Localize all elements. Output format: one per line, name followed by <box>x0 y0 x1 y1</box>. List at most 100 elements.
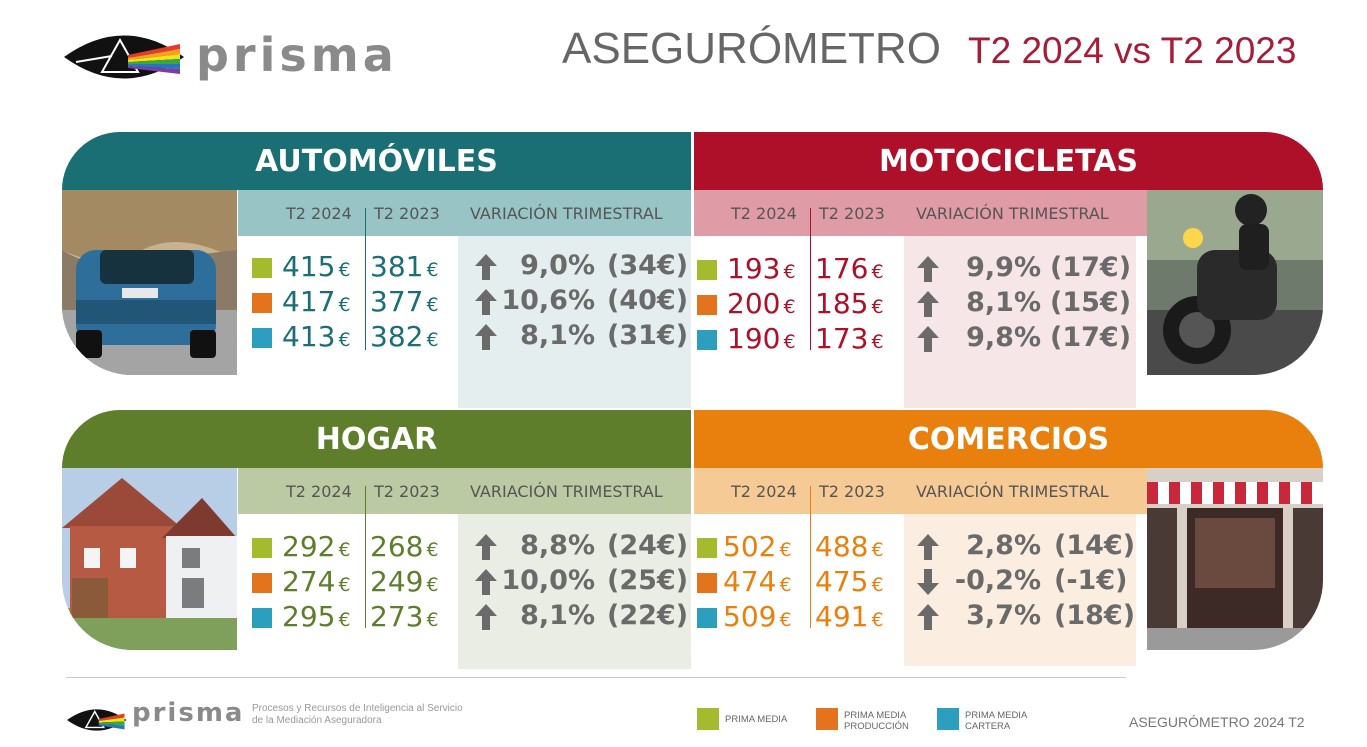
panel-title: HOGAR <box>315 421 438 457</box>
previous-value: 475 € <box>815 565 884 598</box>
variation-percent: 8,1% <box>520 600 595 631</box>
arrow-up-icon <box>917 291 939 317</box>
variation-amount: (17€) <box>1050 252 1132 283</box>
table-row: 502 € 488 € 2,8% (14€) <box>697 530 1137 564</box>
prisma-logo: prisma <box>62 22 407 92</box>
legend-square-prima-media <box>697 538 717 558</box>
arrow-up-icon <box>475 604 497 630</box>
col-variation-label: VARIACIÓN TRIMESTRAL <box>470 482 663 501</box>
current-value: 200 € <box>727 287 796 320</box>
variation-percent: 8,1% <box>966 287 1041 318</box>
variation-amount: (14€) <box>1054 530 1136 561</box>
variation-amount: (31€) <box>607 320 689 351</box>
col-previous-label: T2 2023 <box>819 204 885 223</box>
variation-amount: (22€) <box>607 600 689 631</box>
variation-amount: (24€) <box>607 530 689 561</box>
page-subtitle: T2 2024 vs T2 2023 <box>968 30 1297 71</box>
column-divider <box>365 486 366 628</box>
legend-square-prima-produccion <box>252 573 272 593</box>
col-variation-label: VARIACIÓN TRIMESTRAL <box>470 204 663 223</box>
footer-tagline: Procesos y Recursos de Inteligencia al S… <box>252 703 463 726</box>
legend-square-prima-produccion <box>697 295 717 315</box>
variation-box <box>458 236 691 408</box>
variation-amount: (34€) <box>607 250 689 281</box>
legend-square-prima-media <box>252 258 272 278</box>
variation-amount: (17€) <box>1050 322 1132 353</box>
previous-value: 377 € <box>370 285 439 318</box>
legend-square-prima-cartera <box>697 608 717 628</box>
column-header-bar: T2 2024 T2 2023 VARIACIÓN TRIMESTRAL <box>238 468 691 514</box>
car-photo <box>62 190 237 375</box>
previous-value: 382 € <box>370 320 439 353</box>
panel-header-hogar: HOGAR <box>62 410 691 468</box>
arrow-up-icon <box>475 569 497 595</box>
col-previous-label: T2 2023 <box>374 204 440 223</box>
arrow-up-icon <box>475 289 497 315</box>
previous-value: 273 € <box>370 600 439 633</box>
variation-box <box>904 236 1136 408</box>
table-row: 413 € 382 € 8,1% (31€) <box>252 320 692 354</box>
previous-value: 491 € <box>815 600 884 633</box>
current-value: 190 € <box>727 322 796 355</box>
legend-item: PRIMA MEDIA PRODUCCIÓN <box>816 708 914 732</box>
column-divider <box>810 486 811 628</box>
arrow-up-icon <box>917 534 939 560</box>
col-current-label: T2 2024 <box>286 204 352 223</box>
variation-amount: (40€) <box>607 285 689 316</box>
previous-value: 173 € <box>815 322 884 355</box>
col-current-label: T2 2024 <box>731 204 797 223</box>
prism-eye-icon <box>66 709 127 731</box>
arrow-up-icon <box>475 324 497 350</box>
previous-value: 488 € <box>815 530 884 563</box>
legend-label: PRIMA MEDIA PRODUCCIÓN <box>844 710 909 732</box>
legend-square-prima-cartera <box>252 608 272 628</box>
arrow-up-icon <box>917 604 939 630</box>
variation-percent: 9,0% <box>520 250 595 281</box>
legend-swatch <box>816 708 838 730</box>
panel-title: AUTOMÓVILES <box>255 143 498 179</box>
legend-item: PRIMA MEDIA CARTERA <box>937 708 1035 732</box>
legend-swatch <box>697 708 719 730</box>
current-value: 295 € <box>282 600 351 633</box>
footer-reference: ASEGURÓMETRO 2024 T2 <box>1129 714 1305 730</box>
variation-percent: 2,8% <box>966 530 1041 561</box>
table-row: 415 € 381 € 9,0% (34€) <box>252 250 692 284</box>
col-previous-label: T2 2023 <box>374 482 440 501</box>
page-title: ASEGURÓMETRO <box>562 24 941 73</box>
footer-wordmark: prisma <box>132 698 245 728</box>
variation-percent: 8,8% <box>520 530 595 561</box>
legend-item: PRIMA MEDIA <box>697 708 805 730</box>
table-row: 274 € 249 € 10,0% (25€) <box>252 565 692 599</box>
legend-square-prima-produccion <box>697 573 717 593</box>
legend-square-prima-media <box>697 260 717 280</box>
variation-box <box>458 514 691 669</box>
legend-square-prima-produccion <box>252 293 272 313</box>
current-value: 509 € <box>723 600 792 633</box>
column-divider <box>810 208 811 350</box>
legend-square-prima-media <box>252 538 272 558</box>
current-value: 292 € <box>282 530 351 563</box>
col-variation-label: VARIACIÓN TRIMESTRAL <box>916 204 1109 223</box>
current-value: 413 € <box>282 320 351 353</box>
column-divider <box>365 208 366 350</box>
variation-percent: 9,8% <box>966 322 1041 353</box>
variation-amount: (-1€) <box>1054 565 1128 596</box>
current-value: 274 € <box>282 565 351 598</box>
panel-header-automoviles: AUTOMÓVILES <box>62 132 691 190</box>
current-value: 417 € <box>282 285 351 318</box>
house-photo <box>62 468 237 650</box>
col-previous-label: T2 2023 <box>819 482 885 501</box>
legend-swatch <box>937 708 959 730</box>
panel-header-comercios: COMERCIOS <box>694 410 1323 468</box>
table-row: 417 € 377 € 10,6% (40€) <box>252 285 692 319</box>
col-current-label: T2 2024 <box>731 482 797 501</box>
previous-value: 249 € <box>370 565 439 598</box>
arrow-up-icon <box>917 326 939 352</box>
legend-label: PRIMA MEDIA CARTERA <box>965 710 1027 732</box>
col-variation-label: VARIACIÓN TRIMESTRAL <box>916 482 1109 501</box>
table-row: 509 € 491 € 3,7% (18€) <box>697 600 1137 634</box>
variation-percent: -0,2% <box>954 565 1041 596</box>
variation-percent: 9,9% <box>966 252 1041 283</box>
brand-wordmark: prisma <box>196 28 398 82</box>
legend-square-prima-cartera <box>697 330 717 350</box>
